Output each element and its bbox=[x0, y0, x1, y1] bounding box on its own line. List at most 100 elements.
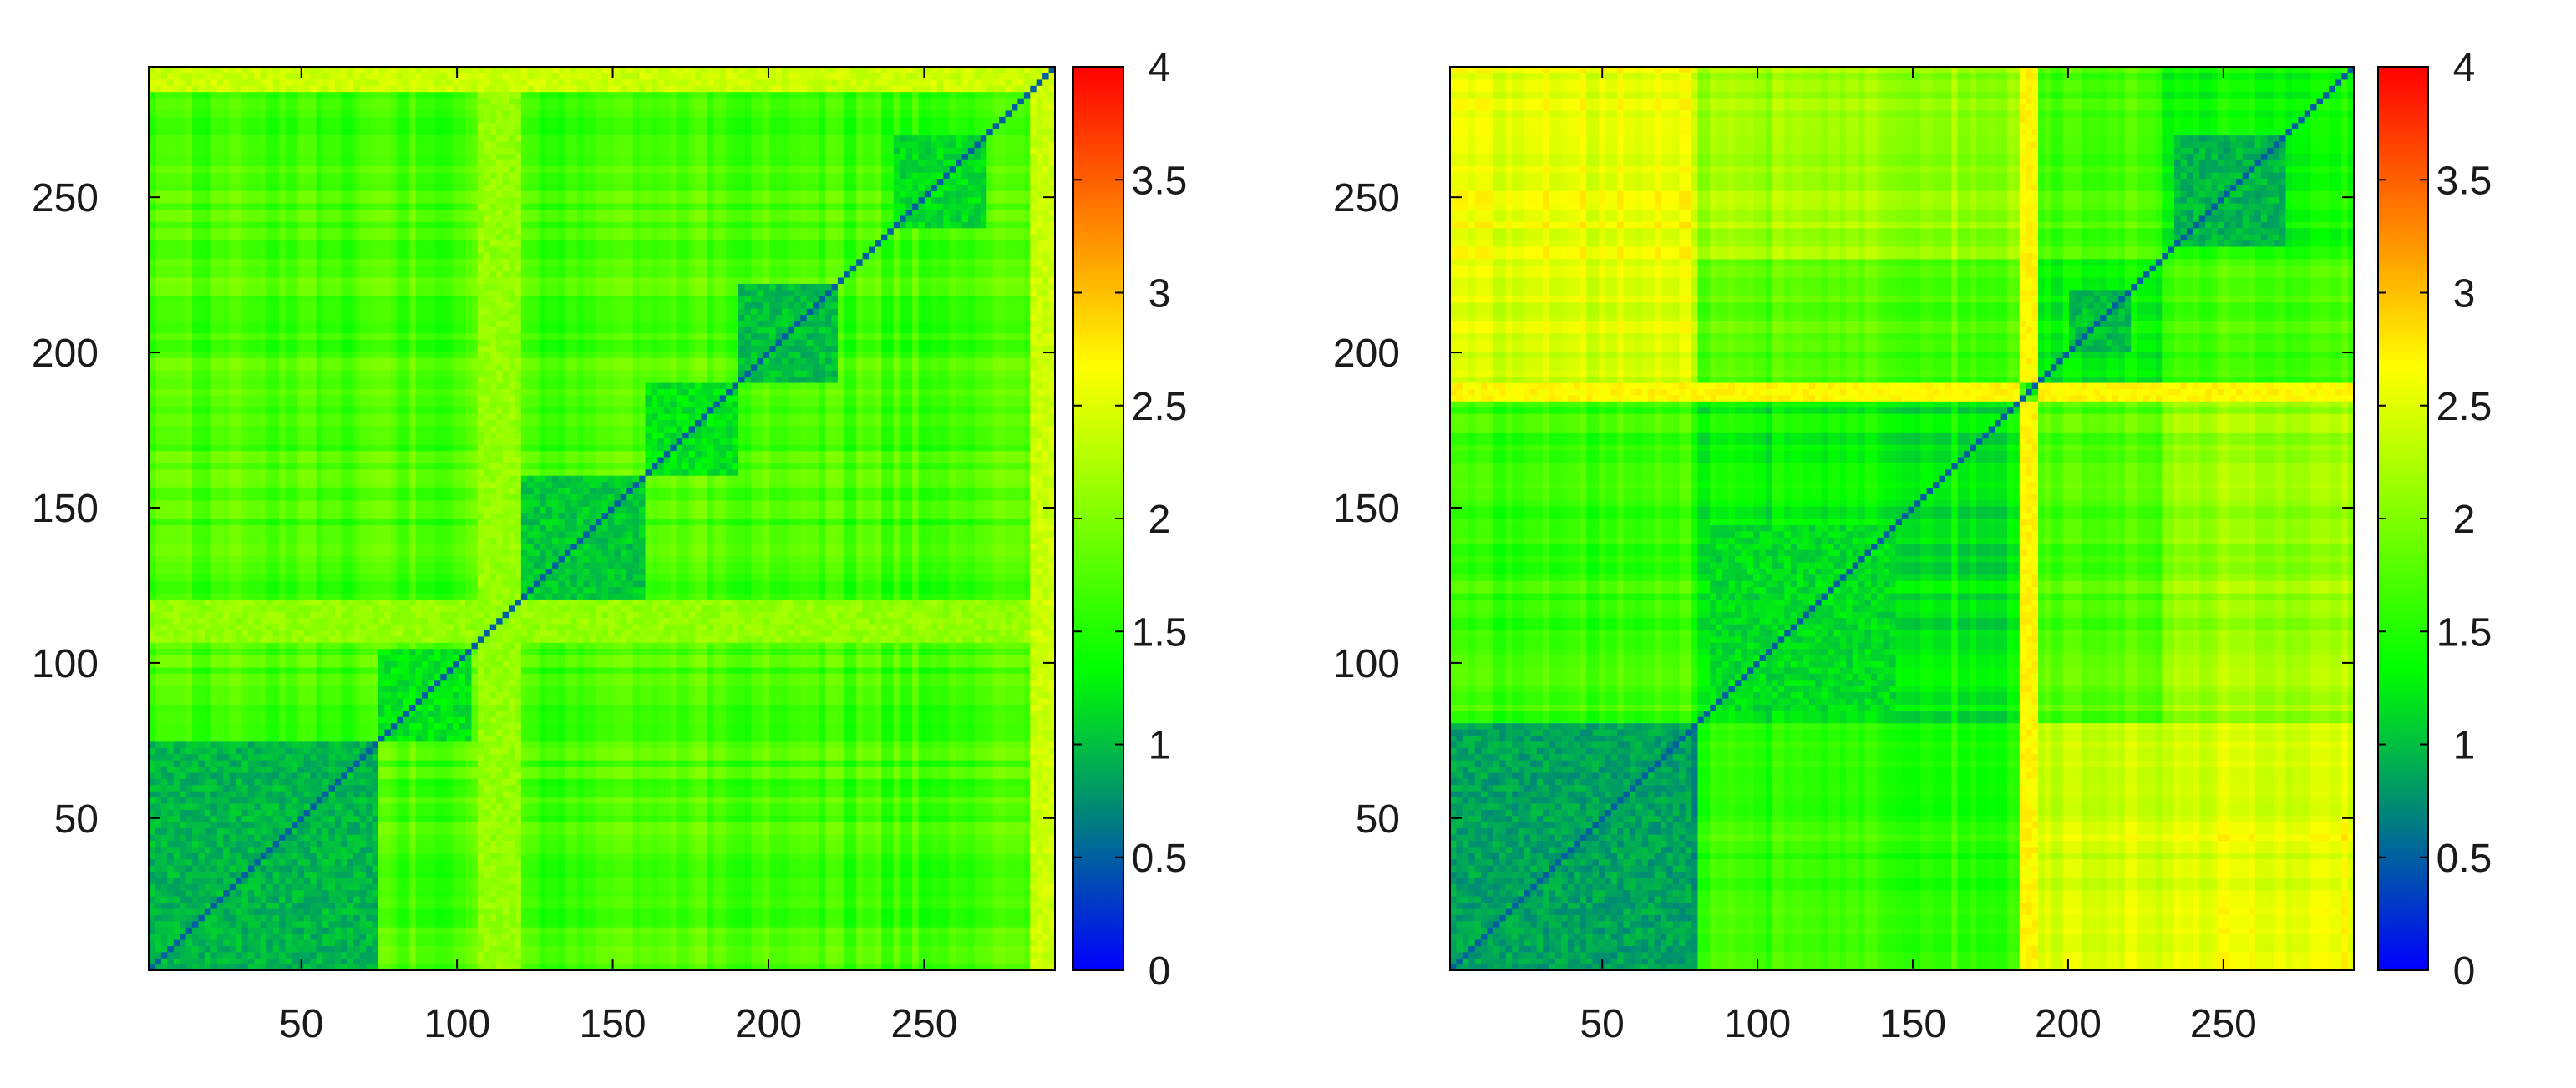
heatmap-cell bbox=[471, 951, 479, 959]
heatmap-cell bbox=[707, 772, 714, 779]
heatmap-cell bbox=[570, 951, 578, 959]
heatmap-cell bbox=[241, 883, 249, 891]
heatmap-cell bbox=[750, 896, 758, 903]
heatmap-cell bbox=[378, 827, 385, 835]
heatmap-cell bbox=[986, 920, 994, 928]
heatmap-cell bbox=[1017, 927, 1025, 934]
heatmap-cell bbox=[1023, 846, 1031, 853]
heatmap-cell bbox=[520, 760, 528, 767]
heatmap-cell bbox=[247, 791, 255, 798]
heatmap-cell bbox=[825, 778, 833, 786]
heatmap-cell bbox=[502, 778, 510, 786]
heatmap-cell bbox=[279, 933, 287, 940]
heatmap-cell bbox=[931, 902, 938, 909]
heatmap-cell bbox=[192, 802, 200, 810]
heatmap-cell bbox=[719, 927, 727, 934]
heatmap-cell bbox=[744, 927, 752, 934]
heatmap-cell bbox=[967, 871, 975, 878]
heatmap-cell bbox=[489, 871, 497, 878]
heatmap-cell bbox=[316, 914, 323, 922]
heatmap-cell bbox=[980, 827, 987, 835]
heatmap-cell bbox=[149, 933, 156, 940]
heatmap-cell bbox=[614, 858, 621, 866]
heatmap-cell bbox=[769, 945, 777, 953]
heatmap-cell bbox=[980, 951, 987, 959]
heatmap-cell bbox=[471, 846, 479, 853]
heatmap-cell bbox=[813, 958, 820, 965]
heatmap-cell bbox=[552, 945, 560, 953]
heatmap-cell bbox=[1023, 914, 1031, 922]
heatmap-cell bbox=[763, 927, 770, 934]
heatmap-cell bbox=[999, 945, 1007, 953]
heatmap-cell bbox=[757, 827, 764, 835]
heatmap-cell bbox=[160, 939, 168, 946]
heatmap-cell bbox=[893, 945, 900, 953]
heatmap-cell bbox=[180, 933, 187, 940]
heatmap-cell bbox=[626, 827, 634, 835]
heatmap-cell bbox=[341, 920, 348, 928]
heatmap-cell bbox=[1005, 927, 1012, 934]
heatmap-cell bbox=[236, 846, 243, 853]
heatmap-cell bbox=[931, 896, 938, 903]
heatmap-cell bbox=[272, 766, 280, 773]
heatmap-cell bbox=[453, 791, 460, 798]
heatmap-cell bbox=[967, 927, 975, 934]
heatmap-cell bbox=[688, 815, 696, 822]
heatmap-cell bbox=[334, 853, 342, 860]
heatmap-cell bbox=[601, 772, 609, 779]
heatmap-cell bbox=[409, 958, 417, 965]
heatmap-cell bbox=[185, 778, 193, 786]
heatmap-cell bbox=[924, 883, 931, 891]
heatmap-cell bbox=[558, 958, 565, 965]
heatmap-cell bbox=[390, 871, 398, 878]
heatmap-cell bbox=[316, 791, 323, 798]
heatmap-cell bbox=[806, 797, 814, 804]
heatmap-cell bbox=[1011, 809, 1019, 817]
heatmap-cell bbox=[806, 809, 814, 817]
heatmap-cell bbox=[440, 833, 448, 841]
heatmap-cell bbox=[353, 766, 361, 773]
heatmap-cell bbox=[428, 945, 435, 953]
heatmap-cell bbox=[471, 883, 479, 891]
heatmap-cell bbox=[800, 827, 808, 835]
heatmap-cell bbox=[291, 833, 298, 841]
heatmap-cell bbox=[1036, 809, 1043, 817]
heatmap-cell bbox=[794, 858, 801, 866]
heatmap-cell bbox=[583, 797, 591, 804]
heatmap-cell bbox=[607, 802, 615, 810]
heatmap-cell bbox=[676, 822, 683, 829]
heatmap-cell bbox=[1048, 883, 1056, 891]
heatmap-cell bbox=[819, 933, 826, 940]
heatmap-cell bbox=[509, 871, 516, 878]
heatmap-cell bbox=[744, 883, 752, 891]
heatmap-cell bbox=[359, 920, 367, 928]
heatmap-cell bbox=[477, 958, 484, 965]
heatmap-cell bbox=[869, 840, 876, 848]
heatmap-cell bbox=[341, 846, 348, 853]
heatmap-cell bbox=[856, 933, 864, 940]
heatmap-cell bbox=[732, 809, 739, 817]
heatmap-cell bbox=[614, 958, 621, 965]
heatmap-cell bbox=[527, 920, 535, 928]
heatmap-cell bbox=[254, 920, 261, 928]
heatmap-cell bbox=[316, 802, 323, 810]
heatmap-cell bbox=[540, 853, 547, 860]
heatmap-cell bbox=[887, 964, 895, 971]
heatmap-cell bbox=[931, 871, 938, 878]
heatmap-cell bbox=[645, 964, 652, 971]
heatmap-cell bbox=[533, 840, 540, 848]
heatmap-cell bbox=[614, 871, 621, 878]
heatmap-cell bbox=[415, 833, 423, 841]
heatmap-cell bbox=[316, 833, 323, 841]
heatmap-cell bbox=[260, 772, 267, 779]
heatmap-cell bbox=[713, 827, 721, 835]
heatmap-cell bbox=[1011, 951, 1019, 959]
heatmap-cell bbox=[782, 846, 789, 853]
heatmap-cell bbox=[390, 802, 398, 810]
heatmap-cell bbox=[825, 896, 833, 903]
heatmap-cell bbox=[397, 927, 404, 934]
heatmap-cell bbox=[173, 877, 180, 884]
heatmap-cell bbox=[428, 951, 435, 959]
heatmap-cell bbox=[558, 939, 565, 946]
